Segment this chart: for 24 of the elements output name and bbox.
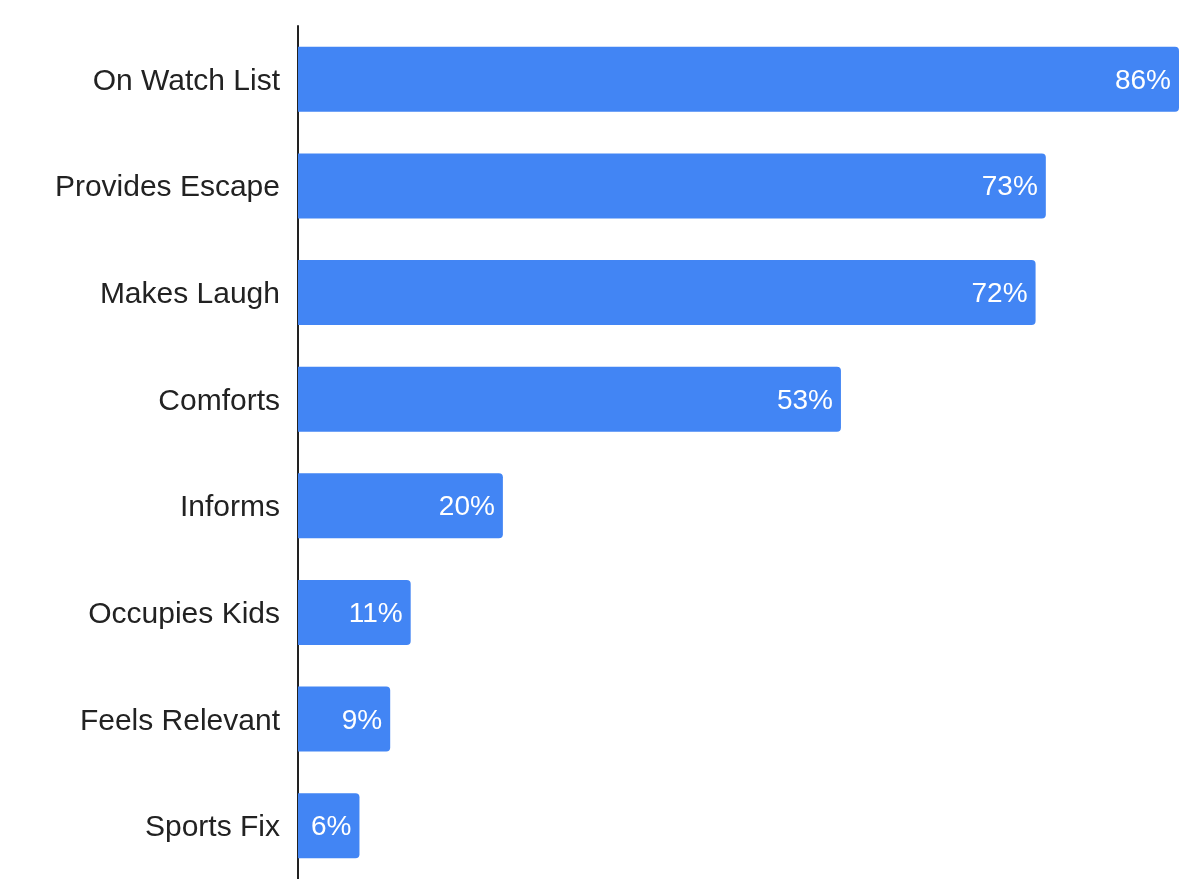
bar	[298, 473, 503, 539]
data-label: 20%	[438, 490, 495, 522]
data-label: 72%	[971, 277, 1028, 309]
bar	[298, 46, 1179, 112]
bar	[298, 153, 1046, 219]
bar	[298, 686, 391, 752]
data-label: 6%	[311, 810, 352, 842]
y-tick-label: Feels Relevant	[79, 702, 281, 736]
y-tick-label: On Watch List	[92, 62, 281, 96]
y-tick-label: Sports Fix	[144, 809, 280, 843]
data-label: 53%	[776, 383, 833, 415]
bar	[298, 366, 841, 432]
data-label: 86%	[1114, 63, 1171, 95]
data-label: 9%	[341, 703, 383, 735]
data-label: 73%	[981, 170, 1038, 202]
bar	[298, 579, 411, 645]
bar	[298, 260, 1036, 326]
y-tick-label: Provides Escape	[54, 169, 280, 203]
y-tick-label: Comforts	[158, 382, 280, 416]
data-label: 11%	[348, 596, 403, 628]
bar	[298, 793, 360, 859]
y-tick-label: Informs	[179, 489, 280, 523]
y-tick-label: Occupies Kids	[88, 595, 280, 629]
y-tick-label: Makes Laugh	[99, 276, 280, 310]
